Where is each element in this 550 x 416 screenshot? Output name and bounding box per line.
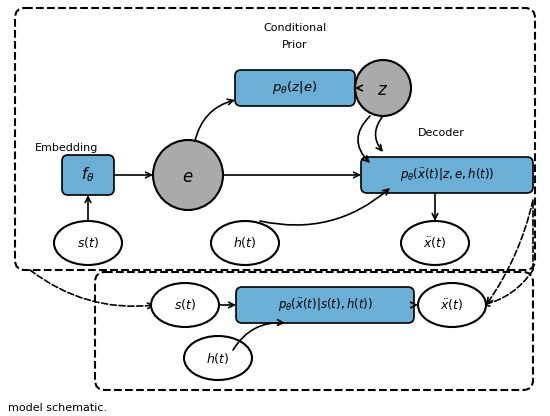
Text: Prior: Prior <box>282 40 308 50</box>
FancyBboxPatch shape <box>235 70 355 106</box>
Text: $p_\theta(\ddot{x}(t)|z,e,h(t))$: $p_\theta(\ddot{x}(t)|z,e,h(t))$ <box>400 166 494 184</box>
FancyBboxPatch shape <box>361 157 533 193</box>
Text: $s(t)$: $s(t)$ <box>174 297 196 312</box>
Ellipse shape <box>184 336 252 380</box>
Ellipse shape <box>401 221 469 265</box>
Text: Decoder: Decoder <box>418 128 465 138</box>
Text: $\ddot{x}(t)$: $\ddot{x}(t)$ <box>424 235 447 251</box>
Text: Embedding: Embedding <box>35 143 98 153</box>
Text: $e$: $e$ <box>182 168 194 186</box>
Text: $f_\theta$: $f_\theta$ <box>81 166 95 184</box>
FancyBboxPatch shape <box>236 287 414 323</box>
Circle shape <box>153 140 223 210</box>
Text: $h(t)$: $h(t)$ <box>233 235 257 250</box>
Ellipse shape <box>211 221 279 265</box>
FancyBboxPatch shape <box>95 272 533 390</box>
FancyBboxPatch shape <box>62 155 114 195</box>
Text: model schematic.: model schematic. <box>8 403 107 413</box>
Text: $\ddot{x}(t)$: $\ddot{x}(t)$ <box>441 297 464 313</box>
Text: $h(t)$: $h(t)$ <box>206 351 230 366</box>
Ellipse shape <box>54 221 122 265</box>
FancyBboxPatch shape <box>15 8 535 270</box>
Text: $p_\theta(\ddot{x}(t)|s(t),h(t))$: $p_\theta(\ddot{x}(t)|s(t),h(t))$ <box>278 296 372 314</box>
Ellipse shape <box>418 283 486 327</box>
Text: $z$: $z$ <box>377 81 388 99</box>
Text: Conditional: Conditional <box>263 23 327 33</box>
Text: $p_\theta(z|e)$: $p_\theta(z|e)$ <box>272 79 317 97</box>
Text: $s(t)$: $s(t)$ <box>77 235 99 250</box>
Ellipse shape <box>151 283 219 327</box>
Circle shape <box>355 60 411 116</box>
